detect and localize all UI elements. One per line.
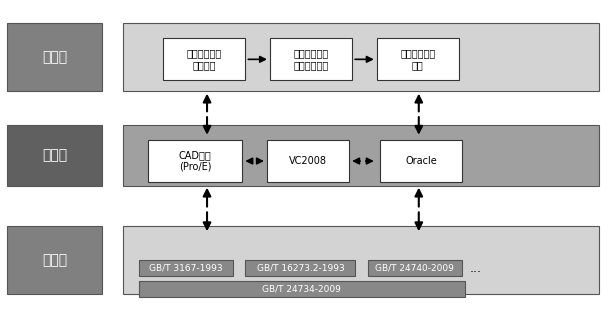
- FancyBboxPatch shape: [163, 38, 245, 80]
- FancyBboxPatch shape: [139, 281, 465, 297]
- FancyBboxPatch shape: [368, 260, 462, 276]
- Text: ...: ...: [470, 262, 482, 275]
- Text: 工艺信息三维
标注: 工艺信息三维 标注: [400, 49, 435, 70]
- Text: GB/T 3167-1993: GB/T 3167-1993: [149, 264, 223, 273]
- Text: 应用层: 应用层: [42, 50, 67, 64]
- Text: Oracle: Oracle: [405, 156, 437, 166]
- Text: CAD系统
(Pro/E): CAD系统 (Pro/E): [179, 150, 211, 172]
- FancyBboxPatch shape: [139, 260, 234, 276]
- FancyBboxPatch shape: [7, 23, 102, 91]
- FancyBboxPatch shape: [379, 140, 462, 182]
- Text: 工艺信息标识
符号构建: 工艺信息标识 符号构建: [187, 49, 222, 70]
- FancyBboxPatch shape: [123, 226, 600, 294]
- FancyBboxPatch shape: [123, 23, 600, 91]
- FancyBboxPatch shape: [123, 125, 600, 186]
- Text: GB/T 24740-2009: GB/T 24740-2009: [375, 264, 454, 273]
- Text: 工艺信息组合
符号动态生成: 工艺信息组合 符号动态生成: [294, 49, 329, 70]
- Text: VC2008: VC2008: [289, 156, 327, 166]
- FancyBboxPatch shape: [245, 260, 356, 276]
- FancyBboxPatch shape: [7, 125, 102, 186]
- FancyBboxPatch shape: [270, 38, 352, 80]
- FancyBboxPatch shape: [7, 226, 102, 294]
- Text: 标准层: 标准层: [42, 253, 67, 267]
- Text: GB/T 24734-2009: GB/T 24734-2009: [262, 284, 341, 293]
- FancyBboxPatch shape: [267, 140, 349, 182]
- Text: 工具层: 工具层: [42, 148, 67, 163]
- FancyBboxPatch shape: [148, 140, 242, 182]
- Text: GB/T 16273.2-1993: GB/T 16273.2-1993: [256, 264, 345, 273]
- FancyBboxPatch shape: [376, 38, 459, 80]
